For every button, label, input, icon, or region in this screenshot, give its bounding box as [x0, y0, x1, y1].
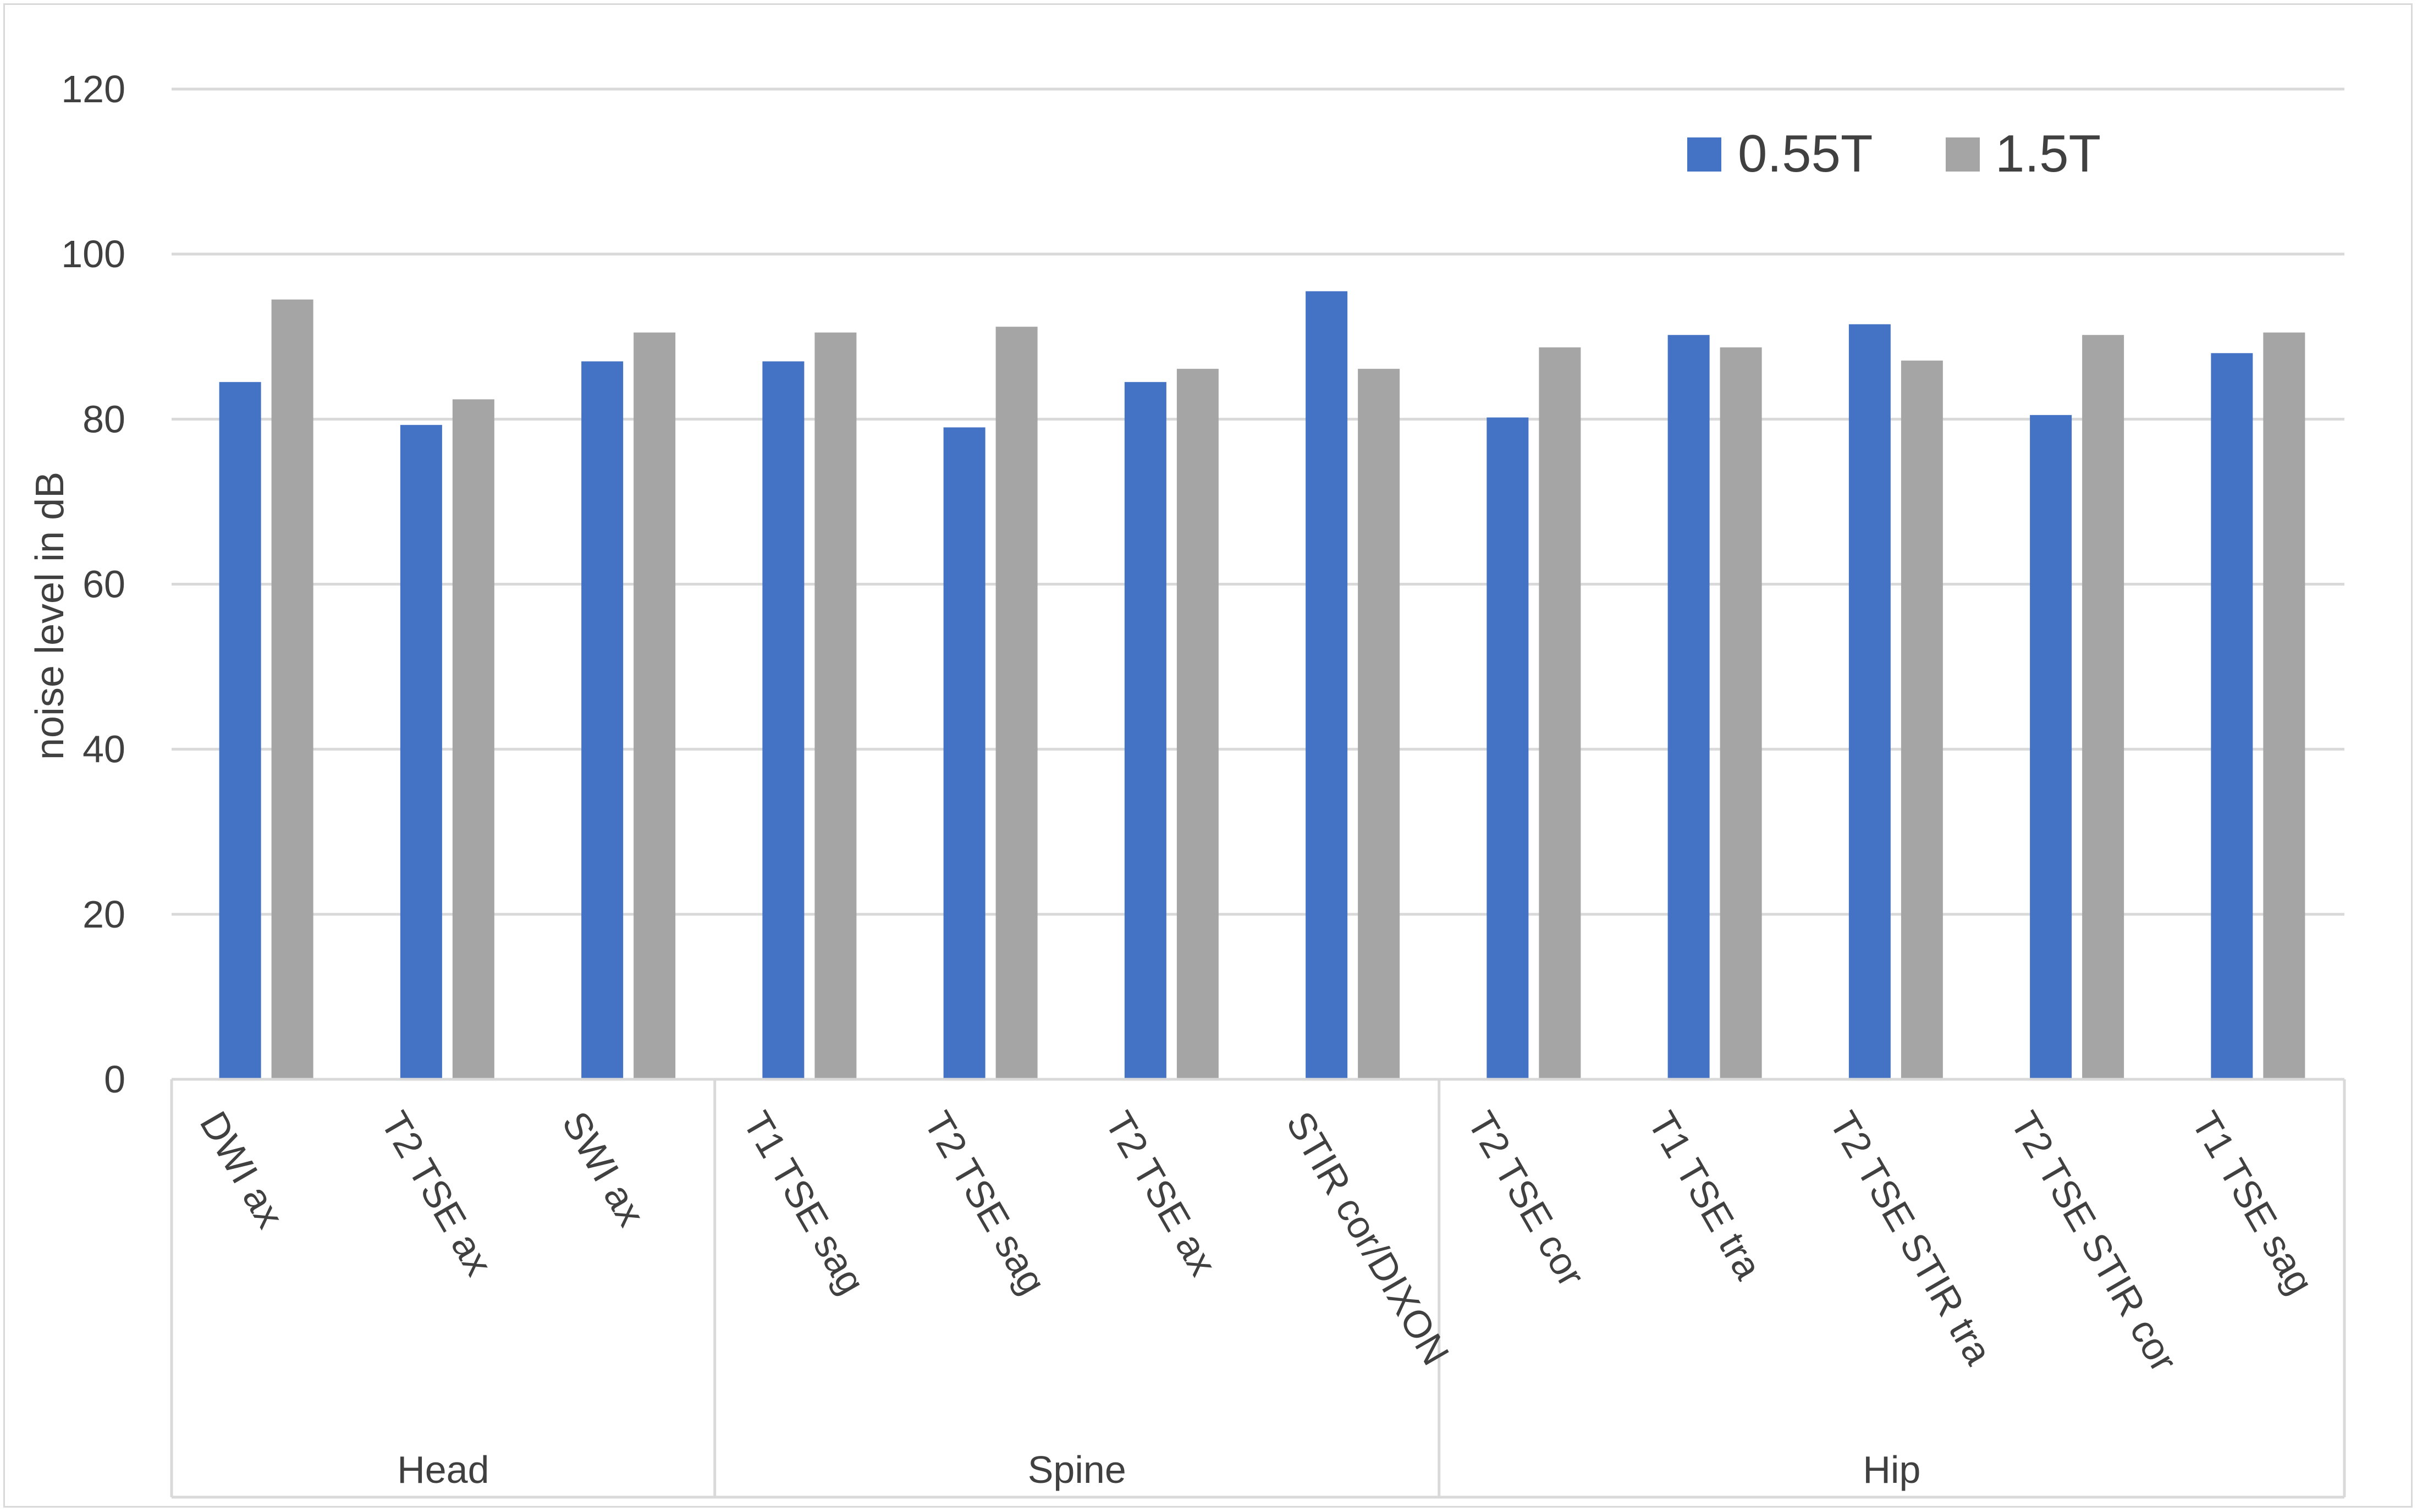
bar-series-2 [1176, 368, 1219, 1079]
bar-series-1 [943, 427, 985, 1079]
y-tick-label: 100 [61, 233, 125, 275]
group-label: Head [397, 1448, 489, 1491]
gridlines [172, 87, 2344, 1081]
bar-series-1 [1848, 324, 1891, 1079]
x-tick-label: T1 TSE tra [1640, 1105, 1770, 1287]
legend-swatch [1687, 137, 1721, 172]
y-axis-title: noise level in dB [28, 472, 72, 760]
x-tick-label: T2 TSE cor [1459, 1105, 1593, 1294]
bar-series-2 [634, 332, 676, 1079]
chart-frame [3, 3, 2413, 1508]
bar-series-2 [271, 299, 313, 1079]
y-tick-label: 40 [82, 728, 125, 771]
group-label: Spine [1028, 1448, 1126, 1491]
bar-series-2 [1901, 360, 1943, 1079]
legend: 0.55T 1.5T [1687, 124, 2101, 183]
bar-series-2 [814, 332, 857, 1079]
bar-series-2 [1539, 347, 1581, 1080]
bar-series-1 [219, 382, 261, 1079]
bar-series-2 [995, 327, 1038, 1079]
y-tick-label: 60 [82, 563, 125, 606]
bar-series-1 [762, 361, 805, 1079]
bar-series-2 [2263, 332, 2305, 1079]
x-axis: DWI ax T2 TSE ax SWI ax T1 TSE sag T2 TSE sa… [170, 1078, 2346, 1499]
y-tick-label: 80 [82, 398, 125, 440]
x-tick-label: T2 TSE ax [373, 1105, 500, 1283]
bar-series-1 [1667, 335, 1710, 1080]
x-tick-label: T1 TSE sag [735, 1105, 873, 1301]
group-label: Hip [1863, 1448, 1920, 1491]
y-tick-label: 20 [82, 893, 125, 936]
x-tick-label: DWI ax [192, 1105, 292, 1235]
bar-series-2 [1720, 347, 1762, 1080]
bar-series-1 [1306, 291, 1348, 1080]
bar-series-1 [2211, 353, 2253, 1080]
x-tick-label: T2 TSE sag [916, 1105, 1055, 1301]
bar-series-2 [2082, 335, 2124, 1080]
bars [219, 291, 2305, 1080]
x-tick-label: T1 TSE sag [2183, 1105, 2322, 1301]
bar-series-1 [581, 361, 624, 1079]
bar-series-1 [2030, 415, 2072, 1080]
bar-series-2 [1358, 368, 1400, 1079]
y-axis-ticks: 0 20 40 60 80 100 120 [61, 68, 125, 1101]
bar-series-1 [1486, 417, 1529, 1079]
bar-series-1 [400, 424, 442, 1080]
y-tick-label: 120 [61, 68, 125, 111]
legend-swatch [1946, 137, 1980, 172]
y-tick-label: 0 [104, 1058, 125, 1101]
bar-series-1 [1124, 382, 1166, 1079]
x-tick-label: T2 TSE STIR cor [2002, 1105, 2185, 1379]
x-tick-label: STIR cor/DIXON [1278, 1105, 1457, 1372]
x-tick-label: SWI ax [554, 1105, 653, 1233]
x-tick-label: T2 TSE STIR tra [1821, 1105, 2001, 1372]
bar-series-2 [452, 399, 494, 1079]
legend-label: 1.5T [1995, 124, 2101, 183]
legend-label: 0.55T [1738, 124, 1873, 183]
x-tick-label: T2 TSE ax [1097, 1105, 1225, 1283]
